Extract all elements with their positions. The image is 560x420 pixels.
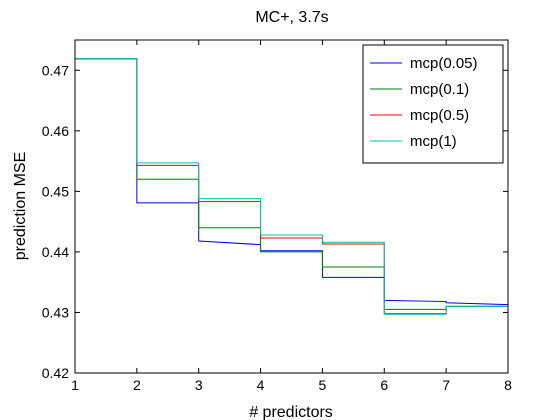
x-tick-label: 3 <box>195 377 203 393</box>
legend-label: mcp(0.05) <box>410 55 478 72</box>
x-axis-label: # predictors <box>249 404 333 420</box>
series-line-mcp-0-05 <box>75 58 509 306</box>
y-tick-label: 0.45 <box>42 183 69 199</box>
legend: mcp(0.05) mcp(0.1) mcp(0.5) mcp(1) <box>362 44 504 164</box>
x-tick-label: 2 <box>133 377 141 393</box>
x-tick-label: 6 <box>380 377 388 393</box>
x-tick-label: 1 <box>71 377 79 393</box>
x-tick-label: 8 <box>504 377 512 393</box>
y-axis-label: prediction MSE <box>12 152 29 261</box>
legend-label: mcp(0.1) <box>410 81 469 98</box>
series-layer <box>75 58 509 315</box>
y-tick-label: 0.44 <box>42 244 69 260</box>
legend-box <box>362 44 504 164</box>
legend-label: mcp(1) <box>410 133 457 150</box>
x-tick-label: 4 <box>257 377 265 393</box>
y-tick-label: 0.42 <box>42 365 69 381</box>
y-tick-label: 0.46 <box>42 123 69 139</box>
series-line-mcp-0-1 <box>75 58 508 310</box>
series-line-mcp-1 <box>75 58 508 315</box>
y-tick-label: 0.47 <box>42 62 69 78</box>
y-tick-label: 0.43 <box>42 304 69 320</box>
plot-frame <box>74 39 509 374</box>
series-line-mcp-0-5 <box>75 58 508 315</box>
x-tick-label: 5 <box>319 377 327 393</box>
legend-label: mcp(0.5) <box>410 107 469 124</box>
x-tick-label: 7 <box>442 377 450 393</box>
chart-title: MC+, 3.7s <box>255 9 328 26</box>
